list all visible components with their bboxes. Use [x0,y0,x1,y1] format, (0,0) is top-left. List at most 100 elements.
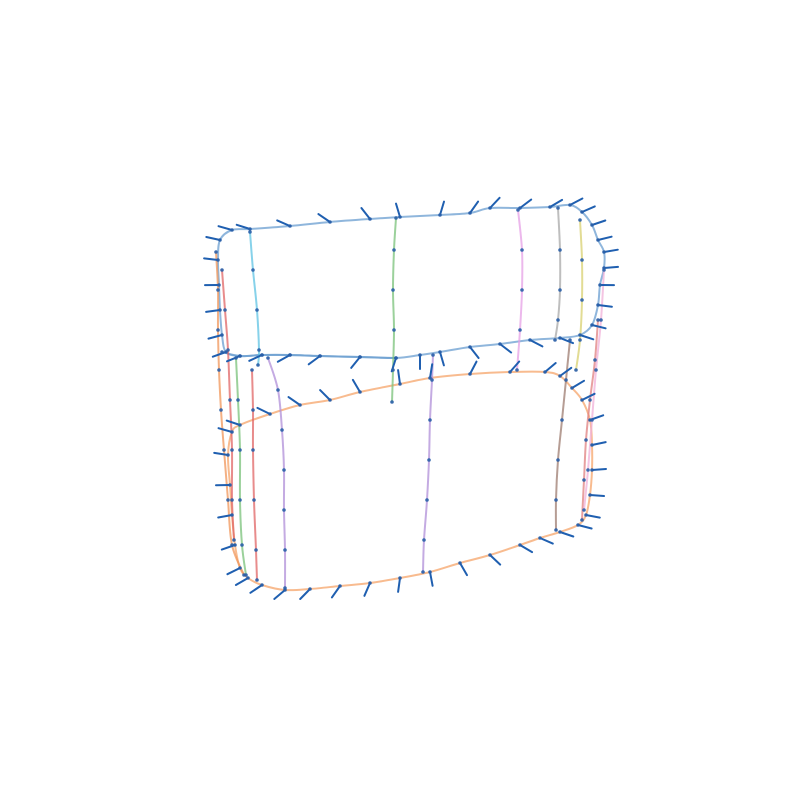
left-red-rail-vertex [228,398,232,402]
right-pink-rail-2-vertex [586,468,590,472]
top-loop-normal-vector [318,214,330,222]
top-loop-vertex [220,333,224,337]
bottom-loop-normal-vector [364,583,370,596]
top-loop-normal-vector [592,325,606,328]
left-red-rail-2-vertex [252,498,256,502]
left-purple-rail-vertex [280,428,284,432]
top-loop-vertex [230,228,234,232]
bottom-loop-vertex [428,570,432,574]
bottom-loop-vertex [368,581,372,585]
right-gray-rail-vertex [553,338,557,342]
center-purple-rail-vertex [425,498,429,502]
center-green-rail-vertex [392,328,396,332]
bottom-loop-normal-vector [592,469,606,470]
top-loop-vertex [398,215,402,219]
right-pink-rail-vertex [520,248,524,252]
top-loop-vertex [498,342,502,346]
top-loop-vertex [468,211,472,215]
top-loop-vertex [418,353,422,357]
left-purple-rail-vertex [283,586,287,590]
right-brown-rail-vertex [556,458,560,462]
curves-layer [216,205,605,590]
middle-loop-vertex [288,353,292,357]
bottom-loop-vertex [246,576,250,580]
bottom-loop-vertex [238,566,242,570]
bottom-loop-normal-vector [236,578,248,585]
top-loop-normal-vector [206,237,220,240]
top-loop-normal-vector [361,208,370,219]
bottom-loop-vertex [508,370,512,374]
bottom-loop-normal-vector [227,568,240,574]
right-gray-rail-vertex [558,248,562,252]
bottom-loop-vertex [518,543,522,547]
top-loop-vertex [328,220,332,224]
top-loop-vertex [438,350,442,354]
left-green-rail-vertex [238,448,242,452]
right-olive-rail-curve [576,220,582,370]
top-loop-normal-vector [598,237,612,240]
center-green-rail-vertex [390,400,394,404]
top-loop-curve [218,205,605,358]
left-red-rail-vertex [226,348,230,352]
top-loop-vertex [218,238,222,242]
left-red-rail-vertex [230,498,234,502]
middle-loop-curve [222,352,396,358]
right-pink-rail-vertex [515,368,519,372]
center-green-rail-vertex [391,288,395,292]
left-red-rail-vertex [220,268,224,272]
right-olive-rail-vertex [574,368,578,372]
right-pink-rail-vertex [516,208,520,212]
top-loop-normal-vector [604,267,618,268]
center-green-rail-vertex [391,368,395,372]
right-pink-rail-2-vertex [594,368,598,372]
top-loop-vertex [218,308,222,312]
middle-loop-vertex [358,355,362,359]
left-orange-rail-vertex [222,448,226,452]
bottom-loop-curve [228,372,592,591]
right-olive-rail-vertex [578,218,582,222]
bottom-loop-normal-vector [470,362,477,374]
top-loop-vertex [578,333,582,337]
left-purple-rail-curve [268,358,285,588]
top-loop-vertex [468,345,472,349]
top-loop-normal-vector [440,202,444,215]
center-purple-rail-vertex [427,458,431,462]
top-loop-vertex [590,323,594,327]
top-loop-vertex [596,303,600,307]
bottom-loop-normal-vector [320,390,330,400]
left-orange-rail-vertex [214,250,218,254]
top-loop-normal-vector [396,204,400,217]
left-orange-rail-vertex [226,498,230,502]
bottom-loop-normal-vector [214,453,228,455]
right-brown-rail-vertex [560,418,564,422]
right-olive-rail-vertex [578,338,582,342]
top-loop-vertex [488,206,492,210]
left-green-rail-curve [236,358,246,575]
center-green-rail-vertex [394,216,398,220]
bottom-loop-vertex [358,390,362,394]
left-purple-rail-vertex [276,388,280,392]
top-loop-vertex [590,223,594,227]
right-brown-rail-vertex [554,498,558,502]
left-green-rail-vertex [238,498,242,502]
bottom-loop-vertex [268,412,272,416]
right-pink-rail-2-vertex [599,318,603,322]
left-purple-rail-vertex [282,508,286,512]
bottom-loop-normal-vector [250,585,262,593]
bottom-loop-normal-vector [560,532,573,537]
top-loop-normal-vector [582,206,595,212]
right-olive-rail-vertex [580,298,584,302]
bottom-loop-normal-vector [460,563,467,575]
top-loop-normal-vector [278,355,290,362]
left-cyan-rail-vertex [257,348,261,352]
bottom-loop-normal-vector [398,578,400,592]
left-cyan-rail-vertex [255,308,259,312]
top-loop-normal-vector [592,221,605,226]
right-pink-rail-vertex [520,288,524,292]
bottom-loop-normal-vector [274,590,285,599]
top-loop-normal-vector [570,199,582,206]
center-green-rail-vertex [392,248,396,252]
center-purple-rail-vertex [421,570,425,574]
bottom-loop-normal-vector [430,572,433,586]
center-purple-rail-vertex [428,418,432,422]
